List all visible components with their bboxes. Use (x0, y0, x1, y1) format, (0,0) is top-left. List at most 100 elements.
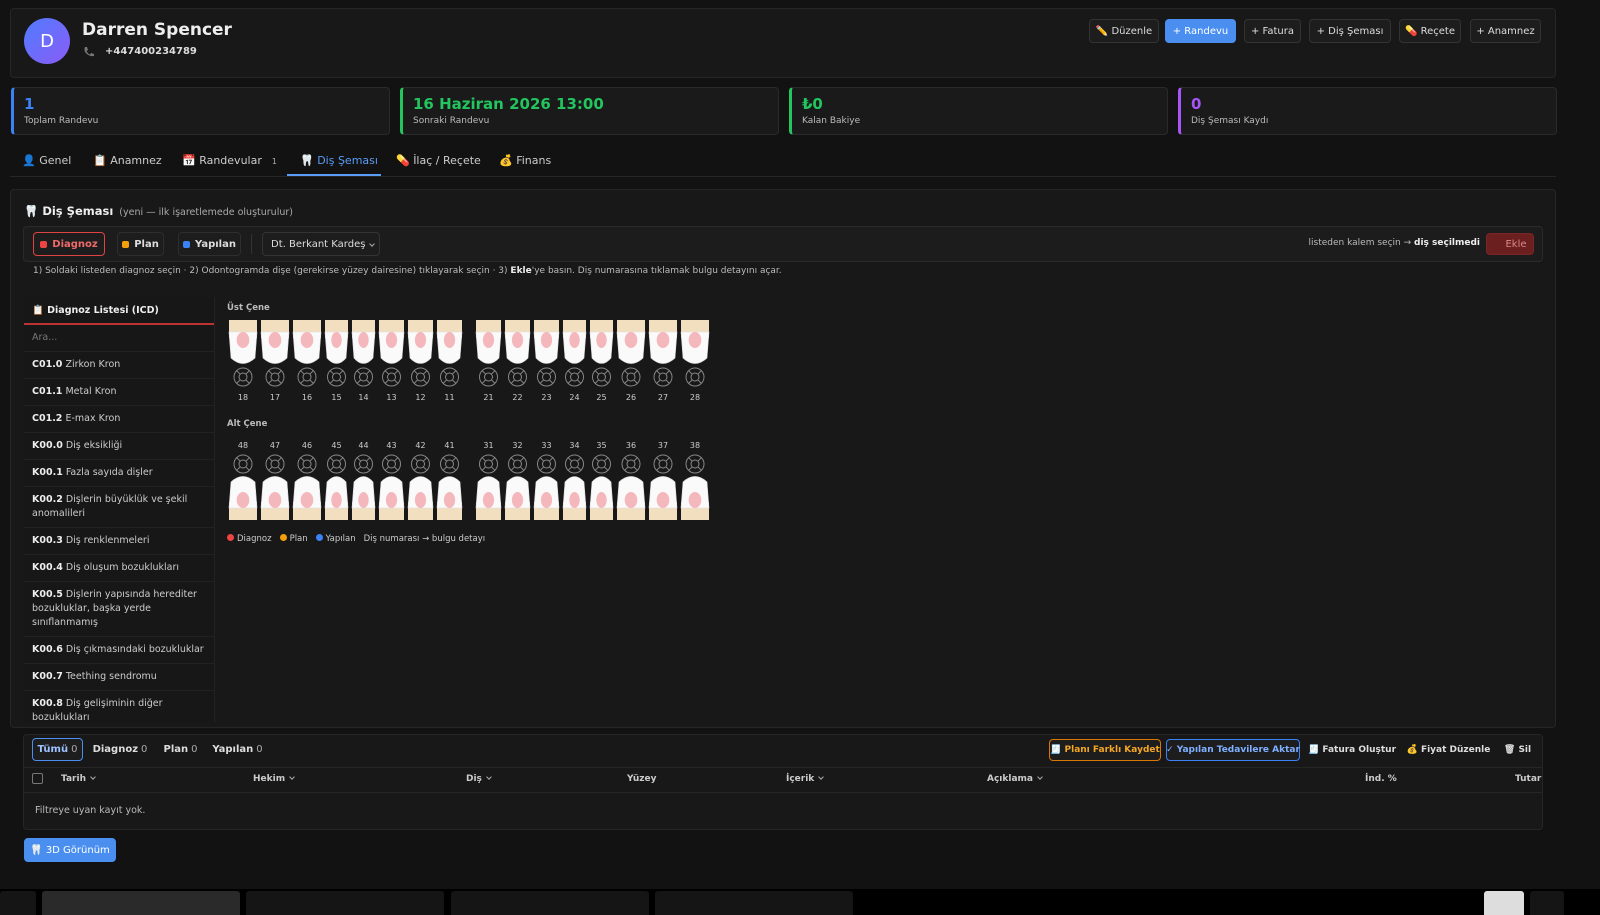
tooth-number: 48 (238, 441, 248, 450)
record-action[interactable]: 💰 Fiyat Düzenle (1406, 745, 1491, 755)
surface-cross (594, 370, 609, 384)
taskbar-item[interactable] (655, 891, 853, 915)
tooth[interactable]: 32 (504, 441, 531, 520)
select-all-checkbox[interactable] (32, 773, 43, 784)
filter-button[interactable]: Tümü 0 (32, 738, 83, 761)
tooth[interactable]: 25 (589, 320, 614, 402)
tab[interactable]: 🦷 Diş Şeması (287, 154, 381, 176)
record-action[interactable]: ✓ Yapılan Tedavilere Aktar (1166, 739, 1300, 761)
taskbar-item[interactable] (42, 891, 240, 915)
tooth[interactable]: 37 (648, 441, 678, 520)
tab[interactable]: 👤 Genel (22, 154, 78, 176)
record-action[interactable]: 🧾 Fatura Oluştur (1307, 745, 1397, 755)
taskbar-item[interactable] (246, 891, 444, 915)
surface-inner (597, 372, 606, 382)
diagnosis-item[interactable]: C01.0 Zirkon Kron (24, 352, 214, 379)
doctor-select[interactable]: Dt. Berkant Kardeş (262, 232, 380, 256)
tooth[interactable]: 14 (351, 320, 376, 402)
diagnosis-item[interactable]: K00.7 Teething sendromu (24, 664, 214, 691)
stat-label: Kalan Bakiye (802, 116, 861, 126)
surface-cross (539, 370, 554, 384)
tooth[interactable]: 23 (533, 320, 560, 402)
diagnosis-item[interactable]: K00.3 Diş renklenmeleri (24, 528, 214, 555)
surface-cross (688, 457, 702, 471)
record-action[interactable]: 🗑 Sil (1503, 745, 1532, 755)
surface-inner (484, 372, 493, 382)
mode-button[interactable]: Diagnoz (33, 232, 105, 256)
tooth[interactable]: 36 (616, 441, 646, 520)
tooth[interactable]: 12 (407, 320, 434, 402)
column-header[interactable]: Açıklama (987, 774, 1042, 784)
tab[interactable]: 📋 Anamnez (93, 154, 165, 176)
diagnosis-code: K00.7 (32, 671, 63, 682)
diagnosis-item[interactable]: C01.1 Metal Kron (24, 379, 214, 406)
diagnosis-item[interactable]: K00.1 Fazla sayıda dişler (24, 460, 214, 487)
header-button[interactable]: ✏️ Düzenle (1089, 19, 1159, 43)
column-header[interactable]: Hekim (253, 774, 294, 784)
mode-button[interactable]: Plan (117, 232, 164, 256)
tooth[interactable]: 31 (475, 441, 502, 520)
diagnosis-item[interactable]: K00.0 Diş eksikliği (24, 433, 214, 460)
tooth[interactable]: 48 (228, 441, 258, 520)
diagnosis-code: C01.0 (32, 359, 63, 370)
header-button[interactable]: + Diş Şeması (1309, 19, 1391, 43)
tooth[interactable]: 46 (292, 441, 322, 520)
tooth[interactable]: 45 (324, 441, 349, 520)
view-3d-button[interactable]: 🦷 3D Görünüm (24, 838, 116, 862)
tooth[interactable]: 38 (680, 441, 710, 520)
tooth[interactable]: 47 (260, 441, 290, 520)
header-button[interactable]: 💊 Reçete (1399, 19, 1461, 43)
header-button[interactable]: + Fatura (1244, 19, 1301, 43)
tooth[interactable]: 16 (292, 320, 322, 402)
tooth-number: 46 (302, 441, 312, 450)
tab[interactable]: 📅 Randevular 1 (182, 154, 278, 176)
surface-outer (440, 367, 459, 387)
tooth[interactable]: 26 (616, 320, 646, 402)
taskbar-item[interactable] (451, 891, 649, 915)
tab[interactable]: 💰 Finans (499, 154, 555, 176)
tooth[interactable]: 41 (436, 441, 463, 520)
surface-inner (513, 372, 522, 382)
search-input[interactable]: Ara... (24, 325, 214, 352)
mode-button[interactable]: Yapılan (178, 232, 241, 256)
diagnosis-item[interactable]: K00.2 Dişlerin büyüklük ve şekil anomali… (24, 487, 214, 528)
add-button[interactable]: Ekle (1486, 233, 1534, 255)
tooth[interactable]: 34 (562, 441, 587, 520)
tooth[interactable]: 13 (378, 320, 405, 402)
diagnosis-item[interactable]: K00.6 Diş çıkmasındaki bozukluklar (24, 637, 214, 664)
taskbar-item[interactable] (1484, 891, 1524, 915)
diagnosis-item[interactable]: K00.8 Diş gelişiminin diğer bozuklukları (24, 691, 214, 722)
diagnosis-item[interactable]: K00.5 Dişlerin yapısında herediter bozuk… (24, 582, 214, 637)
tooth[interactable]: 11 (436, 320, 463, 402)
tooth[interactable]: 21 (475, 320, 502, 402)
taskbar-item[interactable] (1530, 891, 1564, 915)
tooth[interactable]: 17 (260, 320, 290, 402)
filter-button[interactable]: Plan 0 (158, 738, 203, 761)
surface-cross (688, 370, 702, 384)
tab[interactable]: 💊 İlaç / Reçete (396, 154, 484, 176)
tooth[interactable]: 27 (648, 320, 678, 402)
tooth[interactable]: 15 (324, 320, 349, 402)
column-header[interactable]: İçerik (786, 774, 823, 784)
taskbar-item[interactable] (0, 891, 36, 915)
header-button[interactable]: + Anamnez (1470, 19, 1541, 43)
column-header[interactable]: Tarih (61, 774, 95, 784)
header-button[interactable]: + Randevu (1165, 19, 1236, 43)
tooth[interactable]: 24 (562, 320, 587, 402)
diagnosis-item[interactable]: C01.2 E-max Kron (24, 406, 214, 433)
tooth[interactable]: 18 (228, 320, 258, 402)
tooth[interactable]: 28 (680, 320, 710, 402)
tooth[interactable]: 22 (504, 320, 531, 402)
filter-button[interactable]: Yapılan 0 (210, 738, 265, 761)
filter-button[interactable]: Diagnoz 0 (90, 738, 150, 761)
tooth[interactable]: 33 (533, 441, 560, 520)
tooth[interactable]: 35 (589, 441, 614, 520)
diagnosis-item[interactable]: K00.4 Diş oluşum bozuklukları (24, 555, 214, 582)
tooth[interactable]: 43 (378, 441, 405, 520)
tooth[interactable]: 42 (407, 441, 434, 520)
tooth[interactable]: 44 (351, 441, 376, 520)
column-header[interactable]: Diş (466, 774, 491, 784)
surface-inner (626, 372, 636, 382)
record-action[interactable]: 🧾 Planı Farklı Kaydet (1049, 739, 1161, 761)
